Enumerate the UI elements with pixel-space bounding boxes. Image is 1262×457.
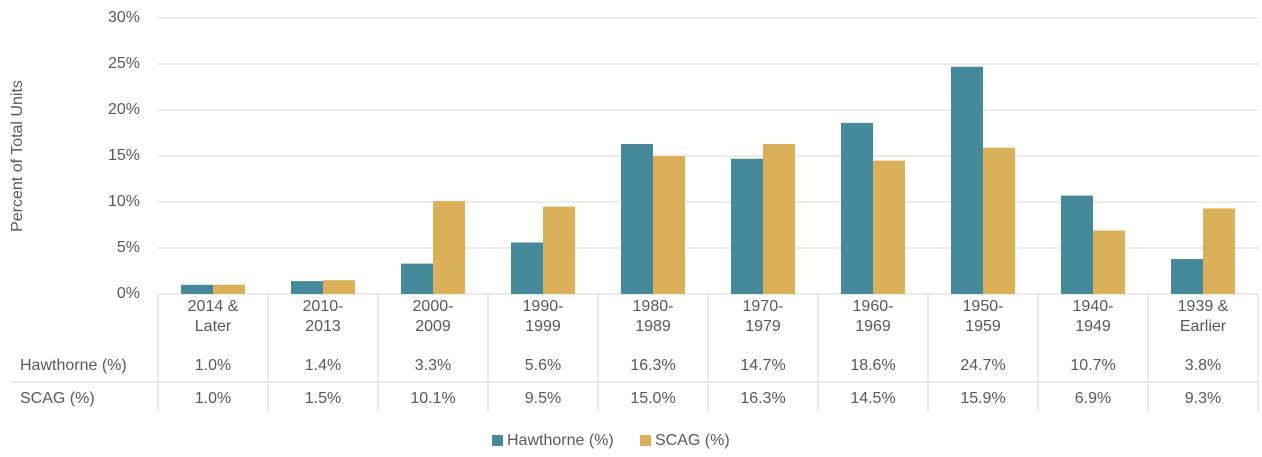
bar — [1171, 259, 1203, 294]
y-tick-label: 5% — [117, 239, 140, 256]
x-tick-label: 1940-1949 — [1072, 298, 1114, 335]
bar — [983, 147, 1015, 294]
bar — [1203, 208, 1235, 294]
x-tick-label: 1990-1999 — [522, 298, 564, 335]
x-tick-label-box: 1940-1949 — [1072, 298, 1114, 335]
legend-label: Hawthorne (%) — [507, 432, 614, 449]
table-cell: 3.8% — [1185, 357, 1221, 374]
table-cell: 14.7% — [740, 357, 785, 374]
x-tick-label: 1939 & Earlier — [1177, 298, 1229, 335]
x-tick-label-box: 1960-1969 — [852, 298, 894, 335]
bar — [401, 263, 433, 294]
x-tick-label-box: 1980-1989 — [632, 298, 674, 335]
x-tick-label-box: 1950-1959 — [962, 298, 1004, 335]
table-cell: 15.0% — [630, 390, 675, 407]
table-cell: 24.7% — [960, 357, 1005, 374]
table-cell: 18.6% — [850, 357, 895, 374]
table-cell: 9.3% — [1185, 390, 1221, 407]
x-tick-label-box: 2010-2013 — [302, 298, 344, 335]
bar — [181, 284, 213, 294]
x-tick-label: 1980-1989 — [632, 298, 674, 335]
bar — [951, 66, 983, 294]
table-cell: 1.5% — [305, 390, 341, 407]
x-tick-label: 2010-2013 — [302, 298, 344, 335]
table-cell: 1.4% — [305, 357, 341, 374]
bar — [213, 284, 245, 294]
x-tick-label-box: 1990-1999 — [522, 298, 564, 335]
table-cell: 15.9% — [960, 390, 1005, 407]
y-tick-label: 25% — [108, 55, 140, 72]
bar — [873, 160, 905, 294]
bar — [1093, 230, 1125, 294]
bar — [763, 144, 795, 294]
table-cell: 10.1% — [410, 390, 455, 407]
table-cell: 6.9% — [1075, 390, 1111, 407]
y-tick-label: 10% — [108, 193, 140, 210]
table-row-label: Hawthorne (%) — [20, 357, 127, 374]
y-tick-label: 0% — [117, 285, 140, 302]
bar — [731, 158, 763, 294]
bar — [621, 144, 653, 294]
bar — [841, 122, 873, 294]
table-cell: 1.0% — [195, 357, 231, 374]
bar — [511, 242, 543, 294]
bar — [1061, 195, 1093, 294]
bar — [433, 201, 465, 294]
x-tick-label: 1950-1959 — [962, 298, 1004, 335]
legend-swatch — [492, 435, 503, 446]
bar — [543, 206, 575, 294]
x-tick-label-box: 2014 & Later — [187, 298, 239, 335]
y-axis-title: Percent of Total Units — [9, 80, 26, 232]
x-tick-label: 1960-1969 — [852, 298, 894, 335]
bar — [291, 281, 323, 294]
table-cell: 9.5% — [525, 390, 561, 407]
table-cell: 16.3% — [740, 390, 785, 407]
y-tick-label: 15% — [108, 147, 140, 164]
x-tick-label-box: 2000-2009 — [412, 298, 454, 335]
bar — [653, 156, 685, 294]
y-tick-label: 30% — [108, 9, 140, 26]
table-cell: 16.3% — [630, 357, 675, 374]
x-tick-label: 1970-1979 — [742, 298, 784, 335]
x-tick-label-box: 1939 & Earlier — [1177, 298, 1229, 335]
table-cell: 1.0% — [195, 390, 231, 407]
table-cell: 14.5% — [850, 390, 895, 407]
legend-swatch — [640, 435, 651, 446]
table-cell: 3.3% — [415, 357, 451, 374]
y-tick-label: 20% — [108, 101, 140, 118]
legend-label: SCAG (%) — [655, 432, 730, 449]
x-tick-label-box: 1970-1979 — [742, 298, 784, 335]
table-row-label: SCAG (%) — [20, 390, 95, 407]
bar — [323, 280, 355, 294]
table-cell: 10.7% — [1070, 357, 1115, 374]
table-cell: 5.6% — [525, 357, 561, 374]
x-tick-label: 2000-2009 — [412, 298, 454, 335]
x-tick-label: 2014 & Later — [187, 298, 239, 335]
